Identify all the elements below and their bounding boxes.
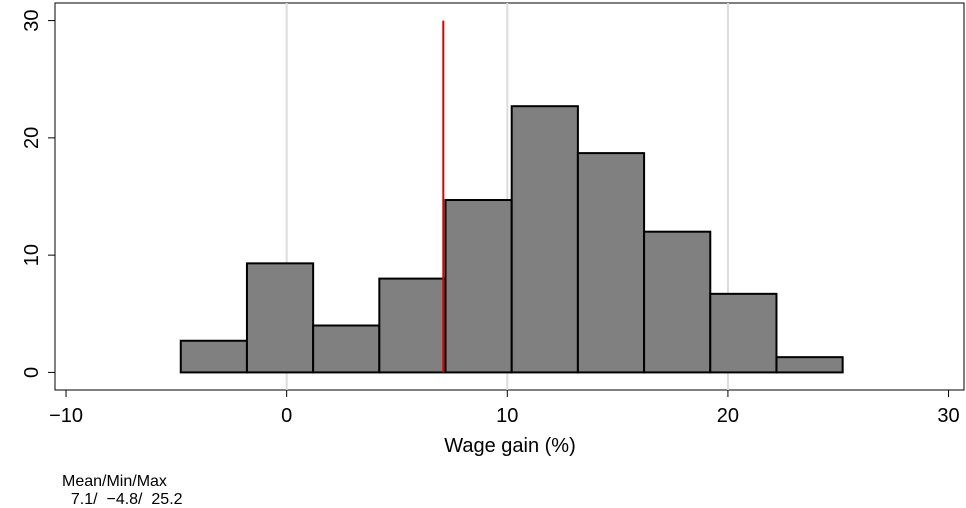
bar [378, 277, 447, 374]
bar [643, 230, 712, 374]
bar [444, 199, 513, 374]
bar [245, 262, 315, 374]
x-axis-label: Wage gain (%) [444, 435, 576, 457]
bar [709, 292, 778, 374]
bar [775, 356, 844, 374]
x-tick-label: 10 [496, 405, 518, 427]
y-tick-label: 10 [21, 244, 43, 266]
bar [576, 152, 646, 374]
bar [179, 339, 248, 374]
x-tick-label: 30 [937, 405, 959, 427]
bar [312, 324, 381, 374]
note-line: Mean/Min/Max [62, 473, 167, 490]
x-tick-label: 0 [281, 405, 292, 427]
x-tick-label: −10 [49, 405, 83, 427]
y-tick-label: 30 [21, 9, 43, 31]
bar [510, 105, 579, 374]
y-tick-label: 20 [21, 127, 43, 149]
note-line: 7.1/ −4.8/ 25.2 [62, 491, 183, 508]
x-tick-label: 20 [717, 405, 739, 427]
y-tick-label: 0 [21, 367, 43, 378]
